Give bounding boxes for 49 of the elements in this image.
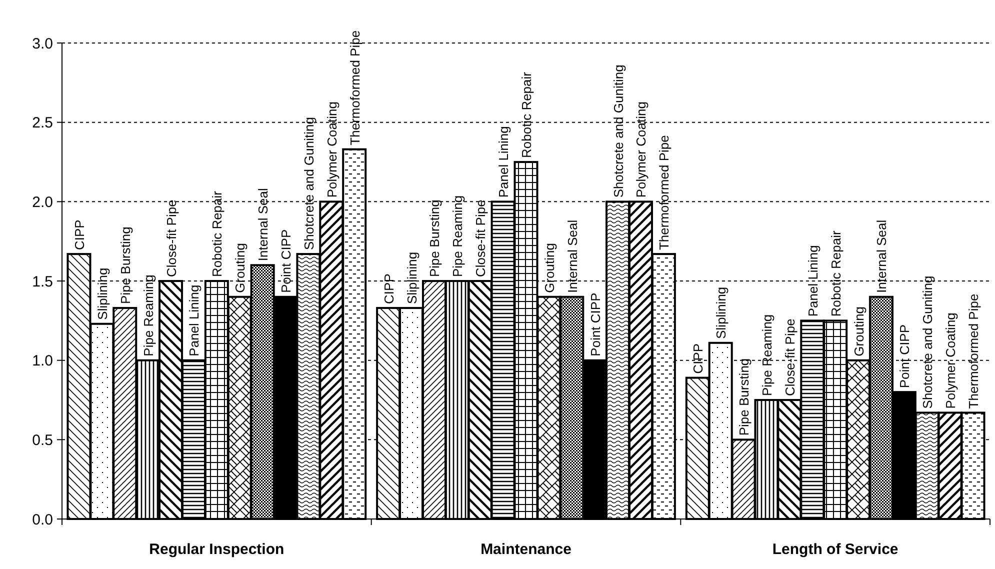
text: Internal Seal	[874, 220, 890, 293]
y-tick-label: 1.5	[32, 273, 53, 290]
text: Sliplining	[94, 268, 110, 320]
text: Robotic Repair	[828, 230, 844, 317]
text: Polymer Coating	[324, 102, 340, 198]
text: Shotcrete and Guniting	[301, 117, 316, 250]
text: Shotcrete and Guniting	[920, 276, 936, 409]
y-tick-label: 2.0	[32, 194, 53, 211]
text: Close-fit Pipe	[782, 318, 798, 396]
x-tick-label: Maintenance	[480, 541, 572, 558]
text: Point CIPP	[588, 292, 603, 356]
y-tick-label: 2.5	[32, 114, 53, 132]
text: Panel Lining	[186, 284, 202, 356]
text: Panel Lining	[496, 126, 512, 198]
text: Point CIPP	[278, 229, 294, 293]
y-tick-label: 0.5	[32, 432, 53, 449]
text: Grouting	[851, 306, 866, 356]
text: Pipe Reaming	[450, 195, 466, 277]
x-tick-label: Regular Inspection	[149, 541, 284, 558]
text: Robotic Repair	[519, 72, 534, 158]
text: Shotcrete and Guniting	[610, 64, 626, 198]
x-tick-label: Length of Service	[772, 541, 898, 558]
text: Pipe Bursting	[427, 200, 442, 277]
y-tick-label: 3.0	[32, 35, 53, 52]
text: Pipe Bursting	[736, 358, 752, 436]
text: Internal Seal	[256, 188, 271, 262]
text: CIPP	[381, 274, 396, 304]
text: Robotic Repair	[210, 190, 225, 277]
text: Thermoformed Pipe	[347, 30, 362, 146]
text: Sliplining	[404, 252, 420, 304]
text: Pipe Bursting	[118, 226, 133, 304]
text: Grouting	[542, 242, 557, 293]
text: Internal Seal	[564, 220, 580, 293]
y-tick-label: 0.0	[32, 511, 53, 528]
text: Polymer Coating	[943, 312, 958, 409]
text: Pipe Reaming	[140, 274, 156, 356]
y-tick-label: 1.0	[32, 352, 53, 370]
text: Point CIPP	[897, 324, 912, 388]
text: Thermoformed Pipe	[966, 294, 982, 409]
text: Close-fit Pipe	[473, 200, 488, 277]
text: Thermoformed Pipe	[656, 135, 672, 250]
text: Grouting	[232, 242, 248, 293]
text: Sliplining	[714, 286, 729, 339]
text: Panel Lining	[805, 245, 820, 317]
text: CIPP	[690, 343, 706, 374]
text: Pipe Reaming	[759, 314, 774, 396]
text: Close-fit Pipe	[164, 200, 179, 277]
text: CIPP	[72, 220, 87, 250]
text: Polymer Coating	[634, 102, 649, 198]
